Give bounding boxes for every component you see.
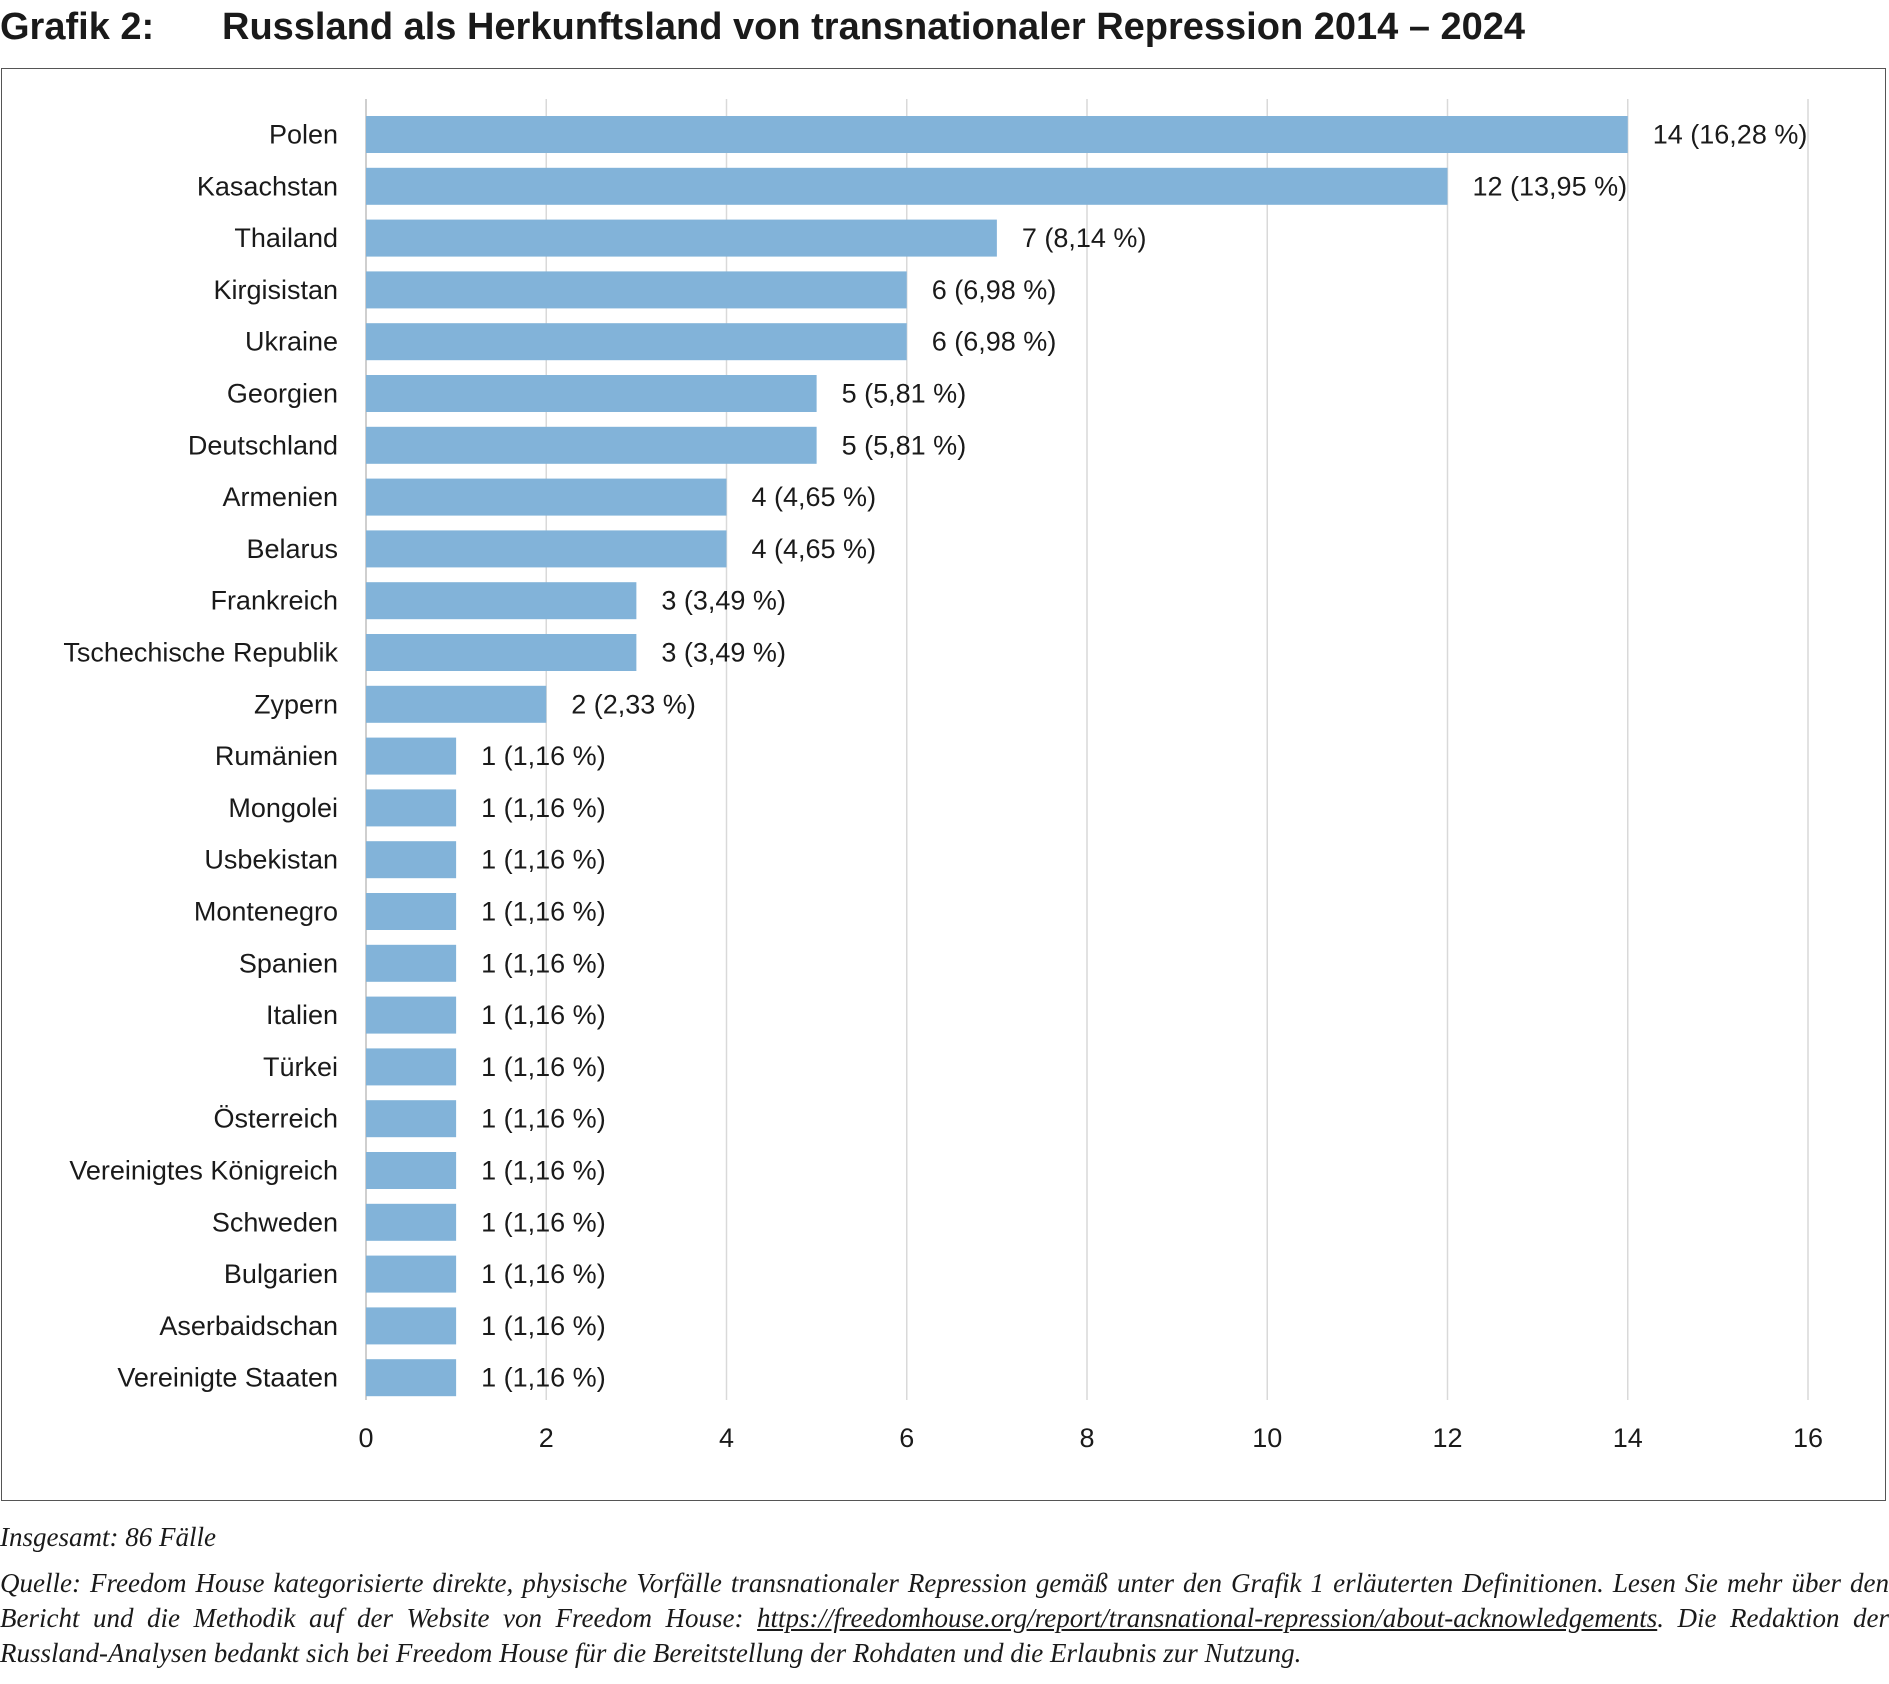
category-label: Bulgarien — [224, 1259, 338, 1289]
total-cases-note: Insgesamt: 86 Fälle — [0, 1522, 216, 1552]
source-link[interactable]: https://freedomhouse.org/report/transnat… — [757, 1603, 1658, 1633]
category-label: Rumänien — [215, 741, 338, 771]
bar — [366, 789, 457, 827]
category-label: Zypern — [254, 689, 338, 719]
x-tick-label: 16 — [1793, 1423, 1823, 1453]
data-label: 2 (2,33 %) — [571, 689, 696, 719]
bar — [366, 1048, 457, 1086]
data-label: 1 (1,16 %) — [481, 1156, 606, 1186]
bar — [366, 634, 637, 671]
figure-label: Grafik 2: — [0, 6, 155, 48]
category-label: Vereinigtes Königreich — [69, 1156, 338, 1186]
data-label: 1 (1,16 %) — [481, 1363, 606, 1393]
bar — [366, 893, 457, 930]
chart-title-row: Grafik 2: Russland als Herkunftsland von… — [0, 6, 1889, 56]
data-label: 6 (6,98 %) — [932, 275, 1057, 305]
data-label: 14 (16,28 %) — [1653, 120, 1808, 150]
bar — [366, 116, 1628, 153]
category-label: Polen — [269, 120, 338, 150]
data-label: 7 (8,14 %) — [1022, 223, 1147, 253]
bar — [366, 323, 907, 361]
x-axis-ticks: 0 2 4 6 8 10 12 14 16 — [358, 1423, 1823, 1453]
bar — [366, 582, 637, 620]
category-label: Tschechische Republik — [63, 638, 338, 668]
bar — [366, 996, 457, 1034]
bar-chart: Polen Kasachstan Thailand Kirgisistan Ukrain… — [63, 99, 1823, 1453]
data-label: 3 (3,49 %) — [661, 638, 786, 668]
data-label: 12 (13,95 %) — [1473, 171, 1628, 201]
bar — [366, 1203, 457, 1241]
category-label: Thailand — [234, 223, 338, 253]
category-label: Deutschland — [188, 430, 338, 460]
chart-title: Russland als Herkunftsland von transnati… — [222, 6, 1526, 48]
x-tick-label: 12 — [1432, 1423, 1462, 1453]
data-label: 1 (1,16 %) — [481, 948, 606, 978]
x-tick-label: 10 — [1252, 1423, 1282, 1453]
data-label: 1 (1,16 %) — [481, 1052, 606, 1082]
category-label: Kasachstan — [197, 171, 338, 201]
data-label: 1 (1,16 %) — [481, 1259, 606, 1289]
x-tick-label: 6 — [899, 1423, 914, 1453]
bar — [366, 1255, 457, 1293]
category-label: Georgien — [227, 379, 338, 409]
category-label: Spanien — [239, 948, 338, 978]
data-label: 1 (1,16 %) — [481, 1311, 606, 1341]
data-label: 1 (1,16 %) — [481, 1207, 606, 1237]
data-label: 6 (6,98 %) — [932, 327, 1057, 357]
bar — [366, 375, 817, 412]
bar — [366, 1100, 457, 1138]
x-tick-label: 8 — [1079, 1423, 1094, 1453]
bar — [366, 737, 457, 775]
category-label: Vereinigte Staaten — [117, 1363, 338, 1393]
data-label: 4 (4,65 %) — [752, 534, 877, 564]
bar — [366, 1152, 457, 1189]
category-label: Kirgisistan — [213, 275, 338, 305]
data-label: 1 (1,16 %) — [481, 793, 606, 823]
bar — [366, 426, 817, 464]
category-label: Belarus — [246, 534, 338, 564]
data-label: 3 (3,49 %) — [661, 586, 786, 616]
source-note: Quelle: Freedom House kategorisierte dir… — [0, 1566, 1889, 1671]
data-label: 1 (1,16 %) — [481, 741, 606, 771]
bar — [366, 1359, 457, 1397]
data-label: 1 (1,16 %) — [481, 1104, 606, 1134]
category-label: Ukraine — [245, 327, 338, 357]
category-label: Aserbaidschan — [159, 1311, 338, 1341]
category-label: Österreich — [213, 1104, 338, 1134]
bar — [366, 530, 727, 568]
bar — [366, 219, 997, 257]
data-label: 5 (5,81 %) — [842, 379, 967, 409]
data-labels: 14 (16,28 %) 12 (13,95 %) 7 (8,14 %) 6 (6,9… — [481, 120, 1807, 1393]
category-label: Mongolei — [228, 793, 338, 823]
data-label: 1 (1,16 %) — [481, 1000, 606, 1030]
x-tick-label: 2 — [539, 1423, 554, 1453]
category-label: Armenien — [222, 482, 338, 512]
category-label: Türkei — [263, 1052, 338, 1082]
category-labels: Polen Kasachstan Thailand Kirgisistan Ukrain… — [63, 120, 338, 1393]
data-label: 1 (1,16 %) — [481, 897, 606, 927]
data-label: 1 (1,16 %) — [481, 845, 606, 875]
bar — [366, 1307, 457, 1345]
data-label: 5 (5,81 %) — [842, 430, 967, 460]
data-label: 4 (4,65 %) — [752, 482, 877, 512]
chart-frame: Polen Kasachstan Thailand Kirgisistan Ukrain… — [1, 68, 1886, 1501]
category-label: Schweden — [212, 1207, 338, 1237]
bar — [366, 685, 547, 723]
source-text: Quelle: Freedom House kategorisierte dir… — [0, 1568, 1889, 1633]
bar — [366, 271, 907, 309]
bar — [366, 841, 457, 879]
bar — [366, 478, 727, 516]
source-tail: . Die Redaktion der Russland-Analysen be… — [0, 1603, 1889, 1668]
bar — [366, 167, 1448, 205]
bar — [366, 944, 457, 982]
x-tick-label: 4 — [719, 1423, 734, 1453]
x-tick-label: 0 — [358, 1423, 373, 1453]
category-label: Usbekistan — [204, 845, 338, 875]
category-label: Frankreich — [210, 586, 338, 616]
x-tick-label: 14 — [1613, 1423, 1643, 1453]
category-label: Italien — [266, 1000, 338, 1030]
category-label: Montenegro — [194, 897, 338, 927]
bars — [366, 116, 1628, 1397]
